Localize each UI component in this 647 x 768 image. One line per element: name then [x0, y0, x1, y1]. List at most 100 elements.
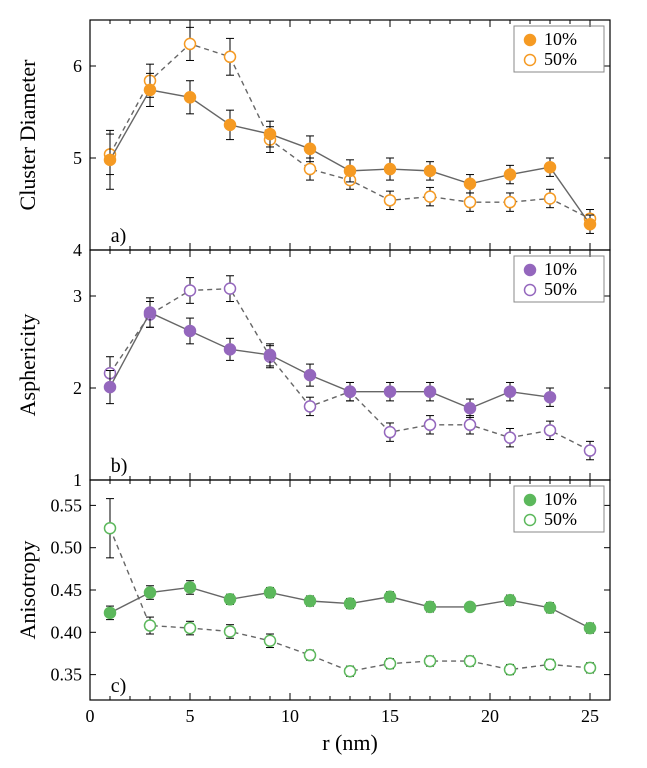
marker-a-10: [585, 219, 596, 230]
ytick-label: 6: [73, 56, 82, 76]
marker-c-10: [465, 601, 476, 612]
legend-label-50: 50%: [544, 509, 577, 529]
xtick-label: 15: [381, 706, 399, 726]
xtick-label: 20: [481, 706, 499, 726]
marker-a-10: [385, 164, 396, 175]
ytick-label: 0.35: [51, 665, 83, 685]
marker-c-10: [305, 596, 316, 607]
figure: 456Cluster Diametera)10%50%123Asphericit…: [0, 0, 647, 768]
legend-label-10: 10%: [544, 29, 577, 49]
marker-b-10: [225, 344, 236, 355]
marker-a-10: [425, 165, 436, 176]
legend-marker-10: [525, 495, 536, 506]
legend-marker-50: [525, 285, 536, 296]
series-line-a-50: [110, 44, 590, 219]
marker-c-50: [465, 656, 476, 667]
marker-c-50: [105, 523, 116, 534]
marker-c-50: [345, 666, 356, 677]
marker-c-50: [425, 656, 436, 667]
marker-b-10: [385, 386, 396, 397]
marker-a-10: [105, 154, 116, 165]
ytick-label: 1: [73, 470, 82, 490]
legend-label-10: 10%: [544, 489, 577, 509]
panel-letter-c: c): [111, 675, 127, 697]
ytick-label: 3: [73, 286, 82, 306]
ytick-label: 5: [73, 148, 82, 168]
marker-c-50: [225, 626, 236, 637]
marker-c-50: [545, 659, 556, 670]
marker-c-10: [145, 587, 156, 598]
xtick-label: 0: [86, 706, 95, 726]
marker-b-50: [465, 419, 476, 430]
legend-label-50: 50%: [544, 49, 577, 69]
marker-c-50: [145, 620, 156, 631]
ytick-label: 0.40: [51, 622, 83, 642]
marker-b-50: [385, 427, 396, 438]
marker-a-10: [505, 169, 516, 180]
marker-a-50: [545, 193, 556, 204]
marker-b-10: [425, 386, 436, 397]
marker-b-50: [425, 419, 436, 430]
marker-b-50: [305, 401, 316, 412]
ytick-label: 0.45: [51, 580, 83, 600]
marker-c-50: [505, 664, 516, 675]
ytick-label: 4: [73, 240, 82, 260]
marker-a-10: [545, 162, 556, 173]
series-line-b-50: [110, 289, 590, 451]
series-line-b-10: [110, 313, 550, 409]
marker-a-50: [505, 197, 516, 208]
marker-b-50: [545, 425, 556, 436]
marker-c-10: [385, 591, 396, 602]
marker-a-50: [185, 38, 196, 49]
marker-b-50: [185, 285, 196, 296]
marker-b-10: [105, 382, 116, 393]
marker-b-50: [585, 445, 596, 456]
ylabel-c: Anisotropy: [15, 541, 40, 640]
marker-c-50: [265, 635, 276, 646]
marker-b-10: [145, 307, 156, 318]
ytick-label: 0.55: [51, 495, 83, 515]
xlabel: r (nm): [322, 730, 378, 755]
marker-b-10: [345, 386, 356, 397]
ytick-label: 2: [73, 378, 82, 398]
marker-a-50: [465, 197, 476, 208]
panel-letter-a: a): [111, 225, 127, 247]
marker-c-10: [585, 623, 596, 634]
marker-c-10: [505, 595, 516, 606]
marker-b-10: [545, 392, 556, 403]
marker-a-50: [225, 51, 236, 62]
ytick-label: 0.50: [51, 538, 83, 558]
marker-a-10: [465, 178, 476, 189]
marker-a-50: [385, 195, 396, 206]
marker-a-10: [225, 119, 236, 130]
xtick-label: 10: [281, 706, 299, 726]
marker-c-10: [225, 594, 236, 605]
legend-label-50: 50%: [544, 279, 577, 299]
marker-a-50: [425, 191, 436, 202]
marker-c-10: [545, 602, 556, 613]
xtick-label: 5: [186, 706, 195, 726]
marker-b-10: [305, 370, 316, 381]
marker-a-10: [185, 92, 196, 103]
series-line-a-10: [110, 90, 590, 224]
marker-c-50: [585, 662, 596, 673]
marker-b-50: [505, 432, 516, 443]
marker-b-10: [265, 349, 276, 360]
marker-a-10: [305, 143, 316, 154]
xtick-label: 25: [581, 706, 599, 726]
marker-a-50: [305, 164, 316, 175]
legend-marker-10: [525, 265, 536, 276]
marker-b-10: [185, 325, 196, 336]
marker-a-10: [345, 165, 356, 176]
marker-c-10: [105, 607, 116, 618]
marker-b-50: [225, 283, 236, 294]
marker-c-10: [185, 582, 196, 593]
legend-marker-10: [525, 35, 536, 46]
panel-letter-b: b): [111, 455, 128, 477]
marker-c-50: [305, 650, 316, 661]
legend-label-10: 10%: [544, 259, 577, 279]
marker-c-50: [185, 623, 196, 634]
legend-marker-50: [525, 515, 536, 526]
marker-c-10: [265, 587, 276, 598]
marker-c-10: [345, 598, 356, 609]
